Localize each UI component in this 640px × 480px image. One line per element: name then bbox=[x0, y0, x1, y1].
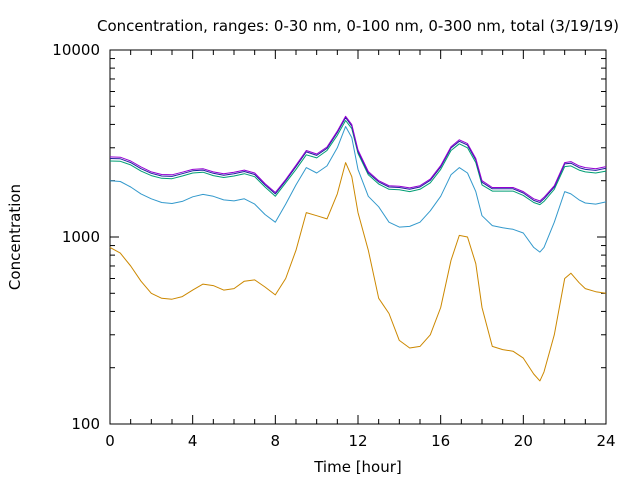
x-tick-label: 0 bbox=[105, 432, 115, 450]
series-line-3 bbox=[109, 120, 607, 206]
series-line-5 bbox=[109, 115, 607, 202]
x-tick-label: 20 bbox=[514, 432, 533, 450]
x-tick-label: 4 bbox=[188, 432, 198, 450]
x-tick-label: 8 bbox=[271, 432, 281, 450]
x-tick-label: 12 bbox=[348, 432, 367, 450]
axis-tick-labels: 0 4 8 12 16 20 24 100 1000 10000 bbox=[52, 41, 615, 450]
y-tick-label: 1000 bbox=[62, 228, 100, 246]
series-lines bbox=[109, 115, 607, 382]
x-axis-label: Time [hour] bbox=[313, 458, 402, 476]
x-tick-label: 16 bbox=[431, 432, 450, 450]
chart-title: Concentration, ranges: 0-30 nm, 0-100 nm… bbox=[97, 17, 619, 35]
y-tick-label: 10000 bbox=[52, 41, 100, 59]
y-tick-label: 100 bbox=[71, 415, 100, 433]
x-tick-label: 24 bbox=[596, 432, 615, 450]
series-line-1 bbox=[109, 162, 607, 382]
axis-ticks bbox=[109, 49, 607, 425]
series-line-4 bbox=[109, 117, 607, 203]
plot-frame bbox=[109, 49, 607, 425]
y-axis-label: Concentration bbox=[6, 184, 24, 290]
series-line-2 bbox=[109, 126, 607, 253]
